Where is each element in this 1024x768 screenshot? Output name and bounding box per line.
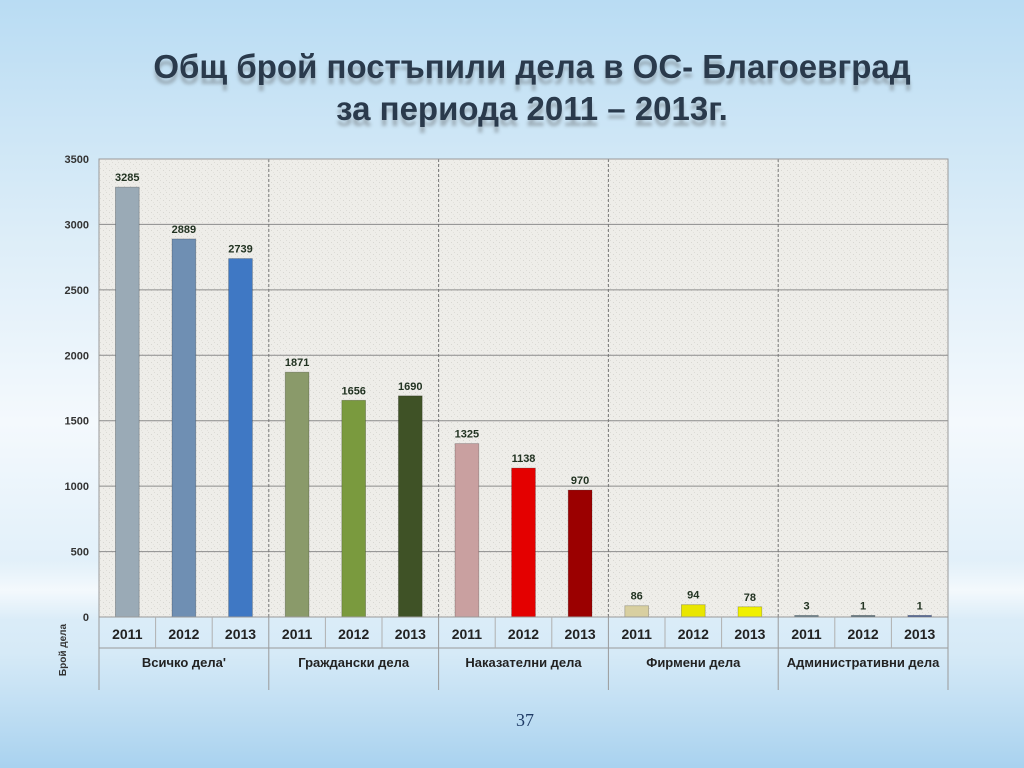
y-tick-label: 3500 <box>65 154 89 166</box>
data-label: 3285 <box>115 172 139 184</box>
bar <box>511 467 536 618</box>
bar <box>341 399 366 618</box>
data-label: 3 <box>803 601 809 613</box>
bar <box>115 186 140 618</box>
data-label: 1871 <box>285 357 309 369</box>
data-label: 2889 <box>172 224 196 236</box>
x-tick-label-year: 2011 <box>622 626 653 642</box>
x-tick-label-year: 2011 <box>112 626 143 642</box>
data-label: 1325 <box>455 429 479 441</box>
y-tick-label: 500 <box>71 547 89 559</box>
data-label: 1656 <box>341 385 365 397</box>
x-tick-label-year: 2012 <box>168 626 199 642</box>
x-tick-label-year: 2012 <box>678 626 709 642</box>
title-line-1: Общ брой постъпили дела в ОС- Благоевгра… <box>153 48 911 85</box>
group-label: Наказателни дела <box>465 655 582 670</box>
x-tick-label-year: 2013 <box>225 626 256 642</box>
x-tick-label-year: 2011 <box>452 626 483 642</box>
y-tick-label: 2000 <box>65 350 89 362</box>
data-label: 1 <box>917 601 923 613</box>
data-label: 78 <box>744 592 756 604</box>
bar <box>624 605 649 618</box>
x-tick-label-year: 2013 <box>904 626 935 642</box>
x-tick-label-year: 2012 <box>508 626 539 642</box>
data-label: 86 <box>631 591 643 603</box>
data-label: 1 <box>860 601 866 613</box>
x-tick-label-year: 2011 <box>282 626 313 642</box>
y-tick-label: 1500 <box>65 416 89 428</box>
y-axis-title: Брой дела <box>58 623 69 676</box>
group-label: Фирмени дела <box>646 655 741 670</box>
bar <box>681 604 706 618</box>
x-tick-label-year: 2011 <box>791 626 822 642</box>
x-tick-label-year: 2013 <box>395 626 426 642</box>
group-label: Всичко дела' <box>142 655 226 670</box>
bar <box>454 443 480 618</box>
x-tick-label-year: 2013 <box>565 626 596 642</box>
data-label: 2739 <box>228 244 252 256</box>
group-label: Граждански дела <box>298 655 410 670</box>
bar <box>171 238 197 618</box>
y-tick-label: 1000 <box>65 481 89 493</box>
x-tick-label-year: 2012 <box>338 626 369 642</box>
bar <box>398 395 423 618</box>
x-tick-label-year: 2013 <box>734 626 765 642</box>
slide-title: Общ брой постъпили дела в ОС- Благоевгра… <box>0 46 1024 130</box>
plot-border <box>98 158 949 618</box>
data-label: 970 <box>571 475 589 487</box>
y-tick-label: 3000 <box>65 219 89 231</box>
y-tick-label: 0 <box>83 612 89 624</box>
page-number: 37 <box>516 710 534 730</box>
data-label: 1690 <box>398 381 422 393</box>
bar <box>284 371 310 618</box>
bar <box>228 258 253 618</box>
bar <box>567 489 593 618</box>
bar <box>737 606 763 618</box>
group-label: Административни дела <box>787 655 940 670</box>
data-label: 94 <box>687 590 700 602</box>
title-line-2: за периода 2011 – 2013г. <box>336 90 728 127</box>
x-tick-label-year: 2012 <box>848 626 879 642</box>
data-label: 1138 <box>512 453 536 465</box>
y-tick-label: 2500 <box>65 285 89 297</box>
